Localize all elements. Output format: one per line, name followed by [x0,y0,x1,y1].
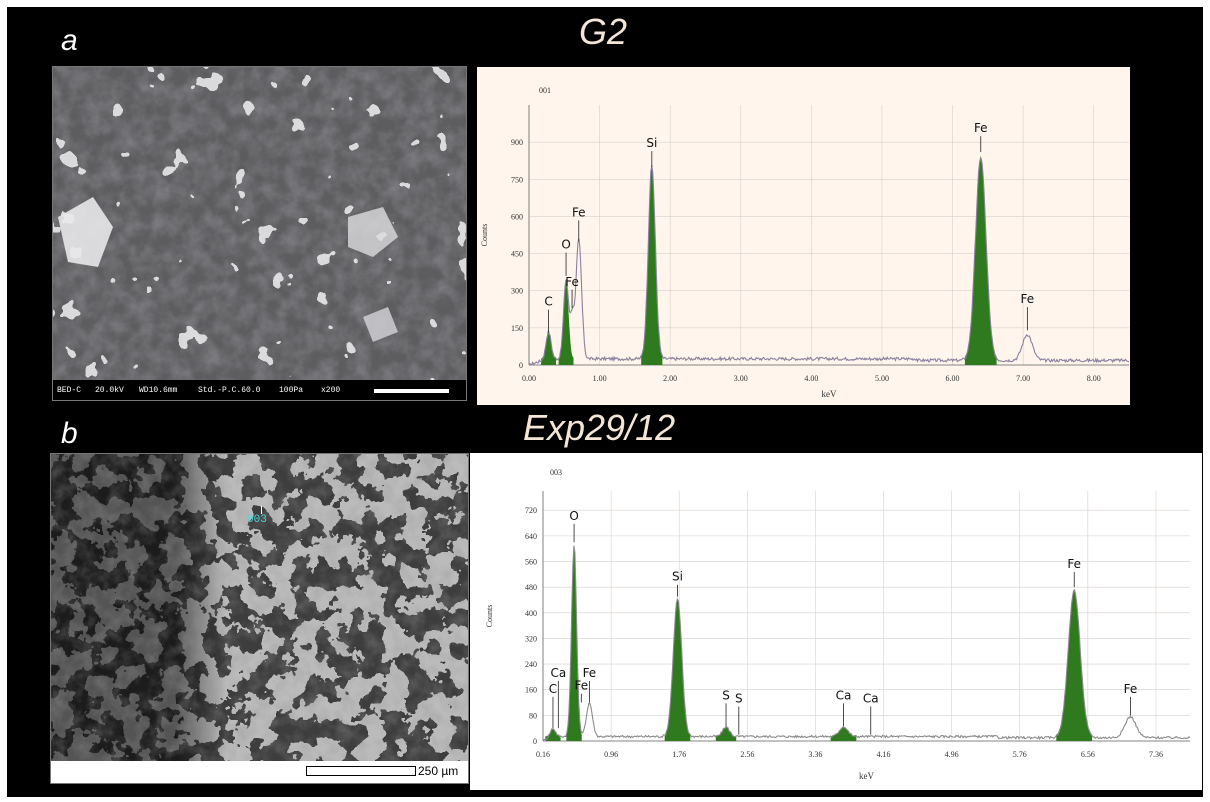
y-tick-label: 600 [511,212,523,221]
scale-bar [374,389,449,393]
y-axis-label: Counts [480,224,489,247]
y-tick-label: 320 [525,634,537,643]
sem-scale-bar-area: 250 µm [51,761,468,783]
x-tick-label: 5.76 [1013,750,1027,759]
y-tick-label: 560 [525,558,537,567]
y-tick-label: 640 [525,532,537,541]
spectrum-id: 001 [539,86,551,95]
y-tick-label: 240 [525,660,537,669]
panel-letter-a: a [61,24,78,57]
peak-fill [715,726,737,741]
peak-fill [641,165,663,365]
peak-fill [664,598,691,741]
element-label: Fe [1124,682,1138,696]
y-tick-label: 0 [519,361,523,370]
info-working-distance: WD10.6mm [139,386,178,395]
element-label: C [549,682,557,696]
peak-fill [964,155,997,365]
x-tick-label: 0.16 [536,750,550,759]
sem-micrograph-a: BED-C 20.0kV WD10.6mm Std.-P.C.60.0 100P… [52,66,467,401]
x-tick-label: 6.56 [1081,750,1095,759]
x-tick-label: 8.00 [1087,374,1101,383]
x-tick-label: 0.00 [522,374,536,383]
element-label: C [544,295,552,309]
y-tick-label: 750 [511,175,523,184]
y-tick-label: 720 [525,506,537,515]
element-label: Fe [1067,557,1081,571]
spectrum-line [542,545,1191,742]
peak-fill [541,331,556,365]
x-tick-label: 7.00 [1016,374,1030,383]
peak-fill [830,726,857,741]
y-tick-label: 900 [511,138,523,147]
y-axis-label: Counts [485,605,494,628]
x-tick-label: 6.00 [946,374,960,383]
x-tick-label: 1.76 [672,750,686,759]
panel-letter-b: b [61,417,78,450]
spectrum-id: 003 [550,468,562,477]
y-tick-label: 400 [525,609,537,618]
element-label: Fe [1021,292,1035,306]
element-label: Ca [836,688,852,702]
y-tick-label: 300 [511,287,523,296]
sem-info-bar: BED-C 20.0kV WD10.6mm Std.-P.C.60.0 100P… [53,380,466,400]
x-tick-label: 4.96 [945,750,959,759]
peak-fill [1056,589,1093,741]
y-tick-label: 160 [525,686,537,695]
element-label: Si [646,136,657,150]
element-label: Ca [550,666,566,680]
y-tick-label: 450 [511,250,523,259]
sem-texture-b [51,454,468,763]
x-tick-label: 0.96 [604,750,618,759]
eds-spectrum-svg-a: 0.00 1.00 2.00 3.00 4.00 5.00 6.00 7.00 8.00 0 150… [477,67,1130,405]
figure-frame: a G2 [7,7,1203,797]
scale-bar [306,766,416,776]
x-axis-label: keV [859,771,874,781]
element-label: Fe [572,205,586,219]
x-axis-label: keV [822,389,837,399]
x-tick-label: 2.00 [663,374,677,383]
sample-title-exp29-12: Exp29/12 [523,407,676,448]
x-tick-label: 3.36 [808,750,822,759]
element-label: O [569,509,578,523]
element-label: Si [672,570,683,584]
element-label: S [735,692,743,706]
info-pressure: 100Pa [279,386,304,395]
spot-marker [261,506,262,514]
element-label: Fe [583,666,597,680]
y-tick-label: 80 [529,711,537,720]
element-label: Fe [565,275,579,289]
x-tick-label: 7.36 [1149,750,1163,759]
peak-fill [545,728,561,741]
y-tick-label: 0 [533,737,537,746]
x-tick-label: 3.00 [734,374,748,383]
info-mode: Std.-P.C.60.0 [198,386,261,395]
y-tick-label: 150 [511,324,523,333]
sem-texture-a [53,67,466,380]
eds-spectrum-svg-b: 0.16 0.96 1.76 2.56 3.36 4.16 4.96 5.76 6.56 7.36… [470,453,1202,790]
y-tick-label: 480 [525,583,537,592]
x-tick-label: 2.56 [740,750,754,759]
x-tick-label: 1.00 [593,374,607,383]
spot-label: 003 [247,514,267,526]
element-label: Ca [863,692,879,706]
eds-spectrum-b: 0.16 0.96 1.76 2.56 3.36 4.16 4.96 5.76 6.56 7.36… [470,453,1202,790]
sem-micrograph-b: 003 250 µm [50,453,469,784]
info-magnification: x200 [321,386,341,395]
x-tick-label: 4.16 [877,750,891,759]
spectrum-line [528,158,1129,366]
info-voltage: 20.0kV [95,386,124,395]
x-tick-label: 5.00 [875,374,889,383]
element-label: O [561,238,570,252]
peak-fill [558,279,574,365]
plot-background [477,67,1130,405]
scale-bar-label: 250 µm [418,764,459,778]
eds-spectrum-a: 0.00 1.00 2.00 3.00 4.00 5.00 6.00 7.00 8.00 0 150… [477,67,1130,405]
sample-title-g2: G2 [579,11,628,52]
x-tick-label: 4.00 [804,374,818,383]
element-label: S [722,688,730,702]
element-label: Fe [974,121,988,135]
element-label: Fe [574,679,588,693]
info-detector: BED-C [57,386,82,395]
